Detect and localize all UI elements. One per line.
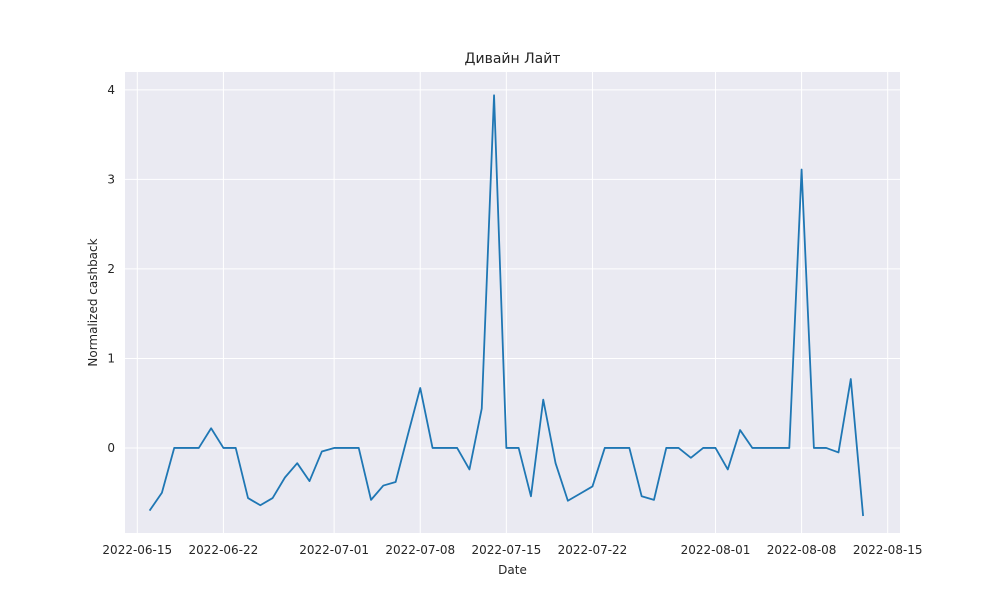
- y-tick-label: 3: [107, 172, 115, 186]
- x-tick-label: 2022-08-08: [767, 543, 837, 557]
- x-tick-label: 2022-06-15: [102, 543, 172, 557]
- x-tick-label: 2022-07-22: [558, 543, 628, 557]
- x-tick-label: 2022-06-22: [189, 543, 259, 557]
- y-tick-label: 2: [107, 262, 115, 276]
- x-tick-label: 2022-07-08: [385, 543, 455, 557]
- x-tick-label: 2022-07-01: [299, 543, 369, 557]
- y-tick-label: 1: [107, 351, 115, 365]
- chart-title: Дивайн Лайт: [465, 51, 561, 67]
- x-axis-label: Date: [498, 563, 527, 577]
- x-tick-label: 2022-07-15: [471, 543, 541, 557]
- plot-area: [125, 72, 900, 533]
- x-tick-label: 2022-08-01: [681, 543, 751, 557]
- x-tick-label: 2022-08-15: [853, 543, 923, 557]
- y-axis-label: Normalized cashback: [86, 238, 100, 366]
- y-tick-label: 4: [107, 83, 115, 97]
- y-tick-label: 0: [107, 441, 115, 455]
